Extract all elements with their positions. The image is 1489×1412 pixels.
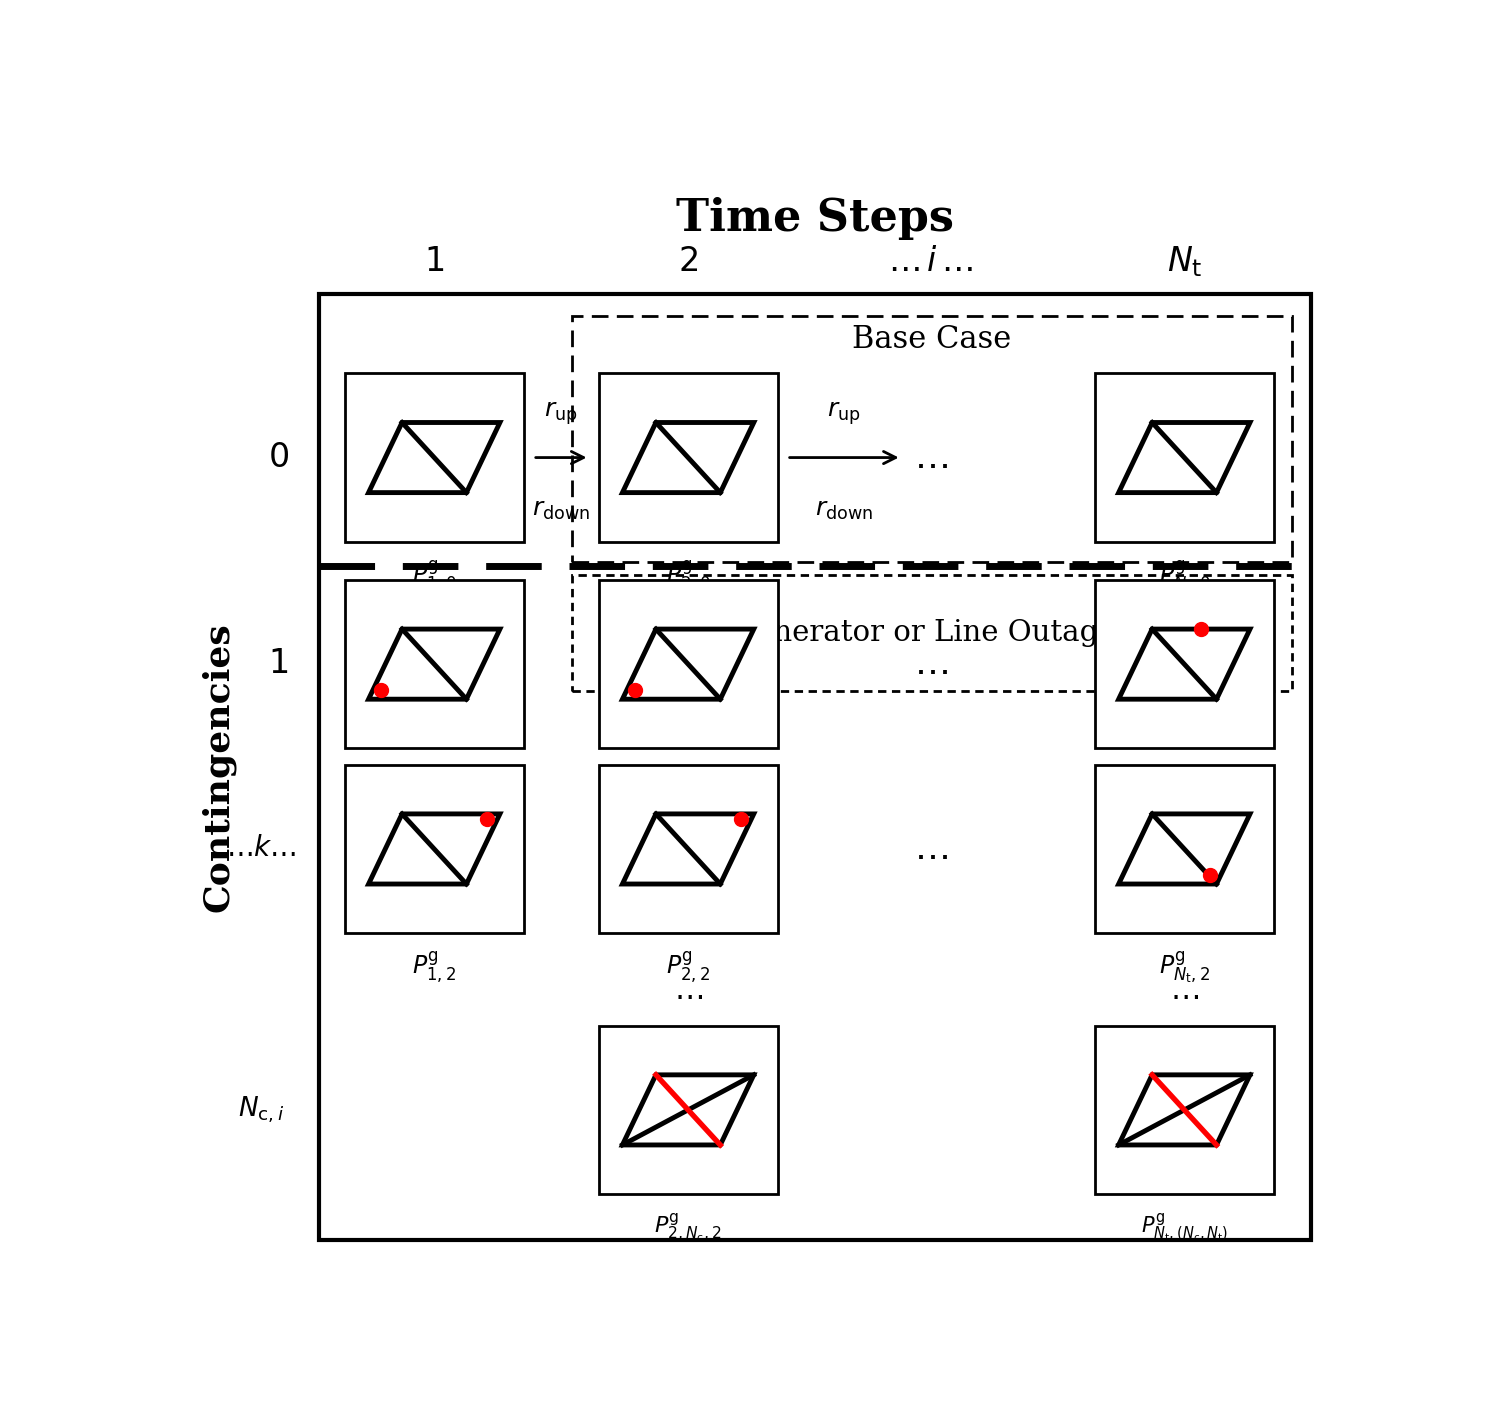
Text: $P^{\mathrm{g}}_{N_{\mathrm{t}},1}$: $P^{\mathrm{g}}_{N_{\mathrm{t}},1}$ <box>1158 765 1211 802</box>
Text: $\ldots$: $\ldots$ <box>1170 974 1199 1005</box>
Text: Base Case: Base Case <box>852 325 1011 356</box>
Text: Time Steps: Time Steps <box>676 196 954 240</box>
Text: $r_{\mathrm{down}}$: $r_{\mathrm{down}}$ <box>814 498 873 522</box>
Text: Generator or Line Outages: Generator or Line Outages <box>733 618 1130 647</box>
Text: $N_{\mathrm{t}}$: $N_{\mathrm{t}}$ <box>1166 244 1202 280</box>
Text: $1$: $1$ <box>424 246 444 278</box>
Bar <box>599 765 777 933</box>
Text: Contingencies: Contingencies <box>201 623 235 912</box>
Bar <box>345 765 524 933</box>
Text: $P^{\mathrm{g}}_{2,2}$: $P^{\mathrm{g}}_{2,2}$ <box>666 950 710 986</box>
Bar <box>599 1025 777 1195</box>
Text: $N_{\mathrm{c},i}$: $N_{\mathrm{c},i}$ <box>238 1094 284 1125</box>
Text: $\ldots$: $\ldots$ <box>913 832 947 866</box>
Bar <box>599 580 777 748</box>
Text: $P^{\mathrm{g}}_{2,0}$: $P^{\mathrm{g}}_{2,0}$ <box>666 559 710 594</box>
Bar <box>345 373 524 542</box>
Bar <box>572 575 1291 692</box>
Text: $P^{\mathrm{g}}_{N_{\mathrm{t}},2}$: $P^{\mathrm{g}}_{N_{\mathrm{t}},2}$ <box>1158 950 1211 986</box>
Bar <box>599 373 777 542</box>
Text: $P^{\mathrm{g}}_{1,0}$: $P^{\mathrm{g}}_{1,0}$ <box>412 559 457 594</box>
Text: $\ldots\, i\,\ldots$: $\ldots\, i\,\ldots$ <box>887 246 972 278</box>
Text: $0$: $0$ <box>268 442 289 473</box>
Text: $P^{\mathrm{g}}_{N_{\mathrm{t}},0}$: $P^{\mathrm{g}}_{N_{\mathrm{t}},0}$ <box>1158 559 1211 594</box>
Bar <box>1094 765 1273 933</box>
Text: $r_{\mathrm{down}}$: $r_{\mathrm{down}}$ <box>532 498 590 522</box>
Text: $r_{\mathrm{up}}$: $r_{\mathrm{up}}$ <box>545 401 578 426</box>
Bar <box>1094 580 1273 748</box>
Text: $\ldots$: $\ldots$ <box>673 974 703 1005</box>
Text: $P^{\mathrm{g}}_{2,N_{\mathrm{c}},2}$: $P^{\mathrm{g}}_{2,N_{\mathrm{c}},2}$ <box>654 1211 722 1244</box>
Text: $P^{\mathrm{g}}_{1,1}$: $P^{\mathrm{g}}_{1,1}$ <box>412 765 456 801</box>
Bar <box>1094 1025 1273 1195</box>
Bar <box>345 580 524 748</box>
Text: $\ldots k \ldots$: $\ldots k \ldots$ <box>226 836 296 863</box>
Text: $\ldots$: $\ldots$ <box>913 441 947 474</box>
Bar <box>319 295 1312 1240</box>
Text: $\ldots$: $\ldots$ <box>913 647 947 681</box>
Text: $P^{\mathrm{g}}_{1,2}$: $P^{\mathrm{g}}_{1,2}$ <box>412 950 456 986</box>
Bar <box>1094 373 1273 542</box>
Text: $P^{\mathrm{g}}_{N_{\mathrm{t}},(N_{\mathrm{c}},N_{\mathrm{t}})}$: $P^{\mathrm{g}}_{N_{\mathrm{t}},(N_{\mat… <box>1141 1211 1228 1244</box>
Text: $P^{\mathrm{g}}_{2,1}$: $P^{\mathrm{g}}_{2,1}$ <box>666 765 710 801</box>
Bar <box>572 316 1291 562</box>
Text: $1$: $1$ <box>268 648 289 681</box>
Text: $r_{\mathrm{up}}$: $r_{\mathrm{up}}$ <box>828 401 861 426</box>
Text: $2$: $2$ <box>677 246 698 278</box>
